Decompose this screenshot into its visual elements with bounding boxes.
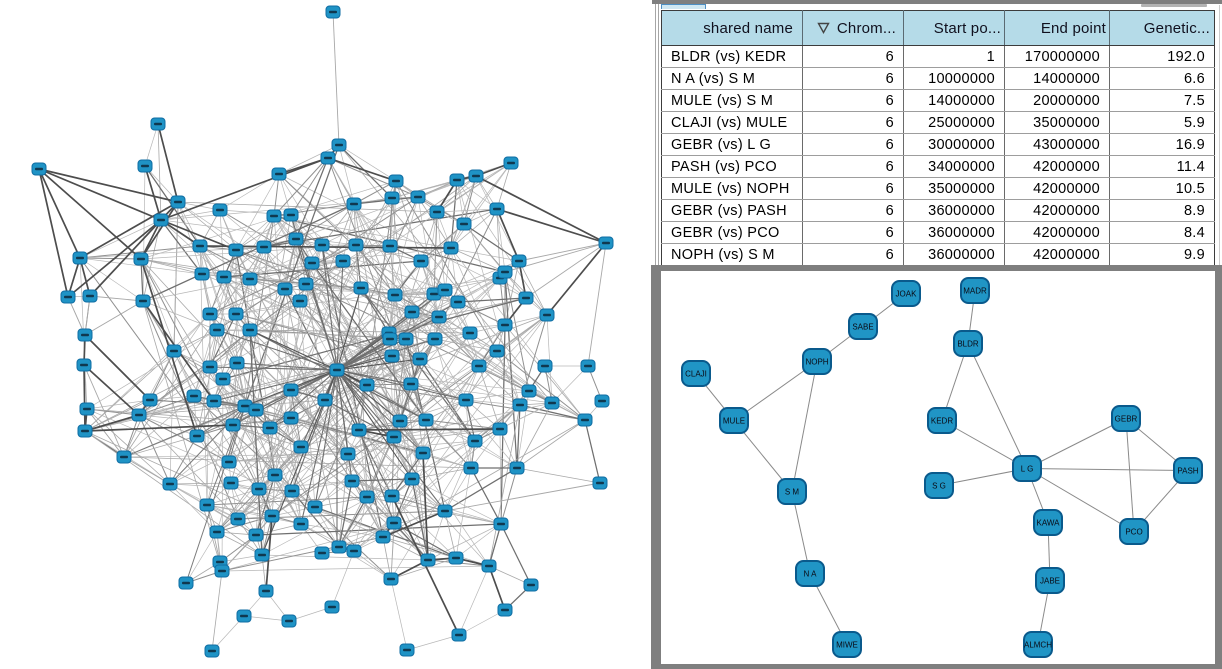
svg-text:KEDR: KEDR — [931, 416, 953, 425]
svg-text:S G: S G — [932, 481, 946, 490]
svg-text:NOPH: NOPH — [805, 357, 828, 366]
svg-text:BLDR: BLDR — [957, 339, 979, 348]
svg-text:ALMCH: ALMCH — [1024, 640, 1052, 649]
svg-text:JOAK: JOAK — [896, 289, 918, 298]
svg-text:N A: N A — [804, 569, 818, 578]
svg-text:JABE: JABE — [1040, 576, 1060, 585]
svg-text:KAWA: KAWA — [1037, 518, 1061, 527]
svg-text:SABE: SABE — [852, 322, 873, 331]
svg-text:PCO: PCO — [1125, 527, 1142, 536]
svg-text:GEBR: GEBR — [1115, 414, 1138, 423]
svg-text:L G: L G — [1021, 464, 1034, 473]
svg-text:MIWE: MIWE — [836, 640, 858, 649]
svg-text:MULE: MULE — [723, 416, 745, 425]
svg-text:S M: S M — [785, 487, 800, 496]
svg-text:MADR: MADR — [963, 286, 987, 295]
svg-text:PASH: PASH — [1177, 466, 1198, 475]
svg-text:CLAJI: CLAJI — [685, 369, 707, 378]
